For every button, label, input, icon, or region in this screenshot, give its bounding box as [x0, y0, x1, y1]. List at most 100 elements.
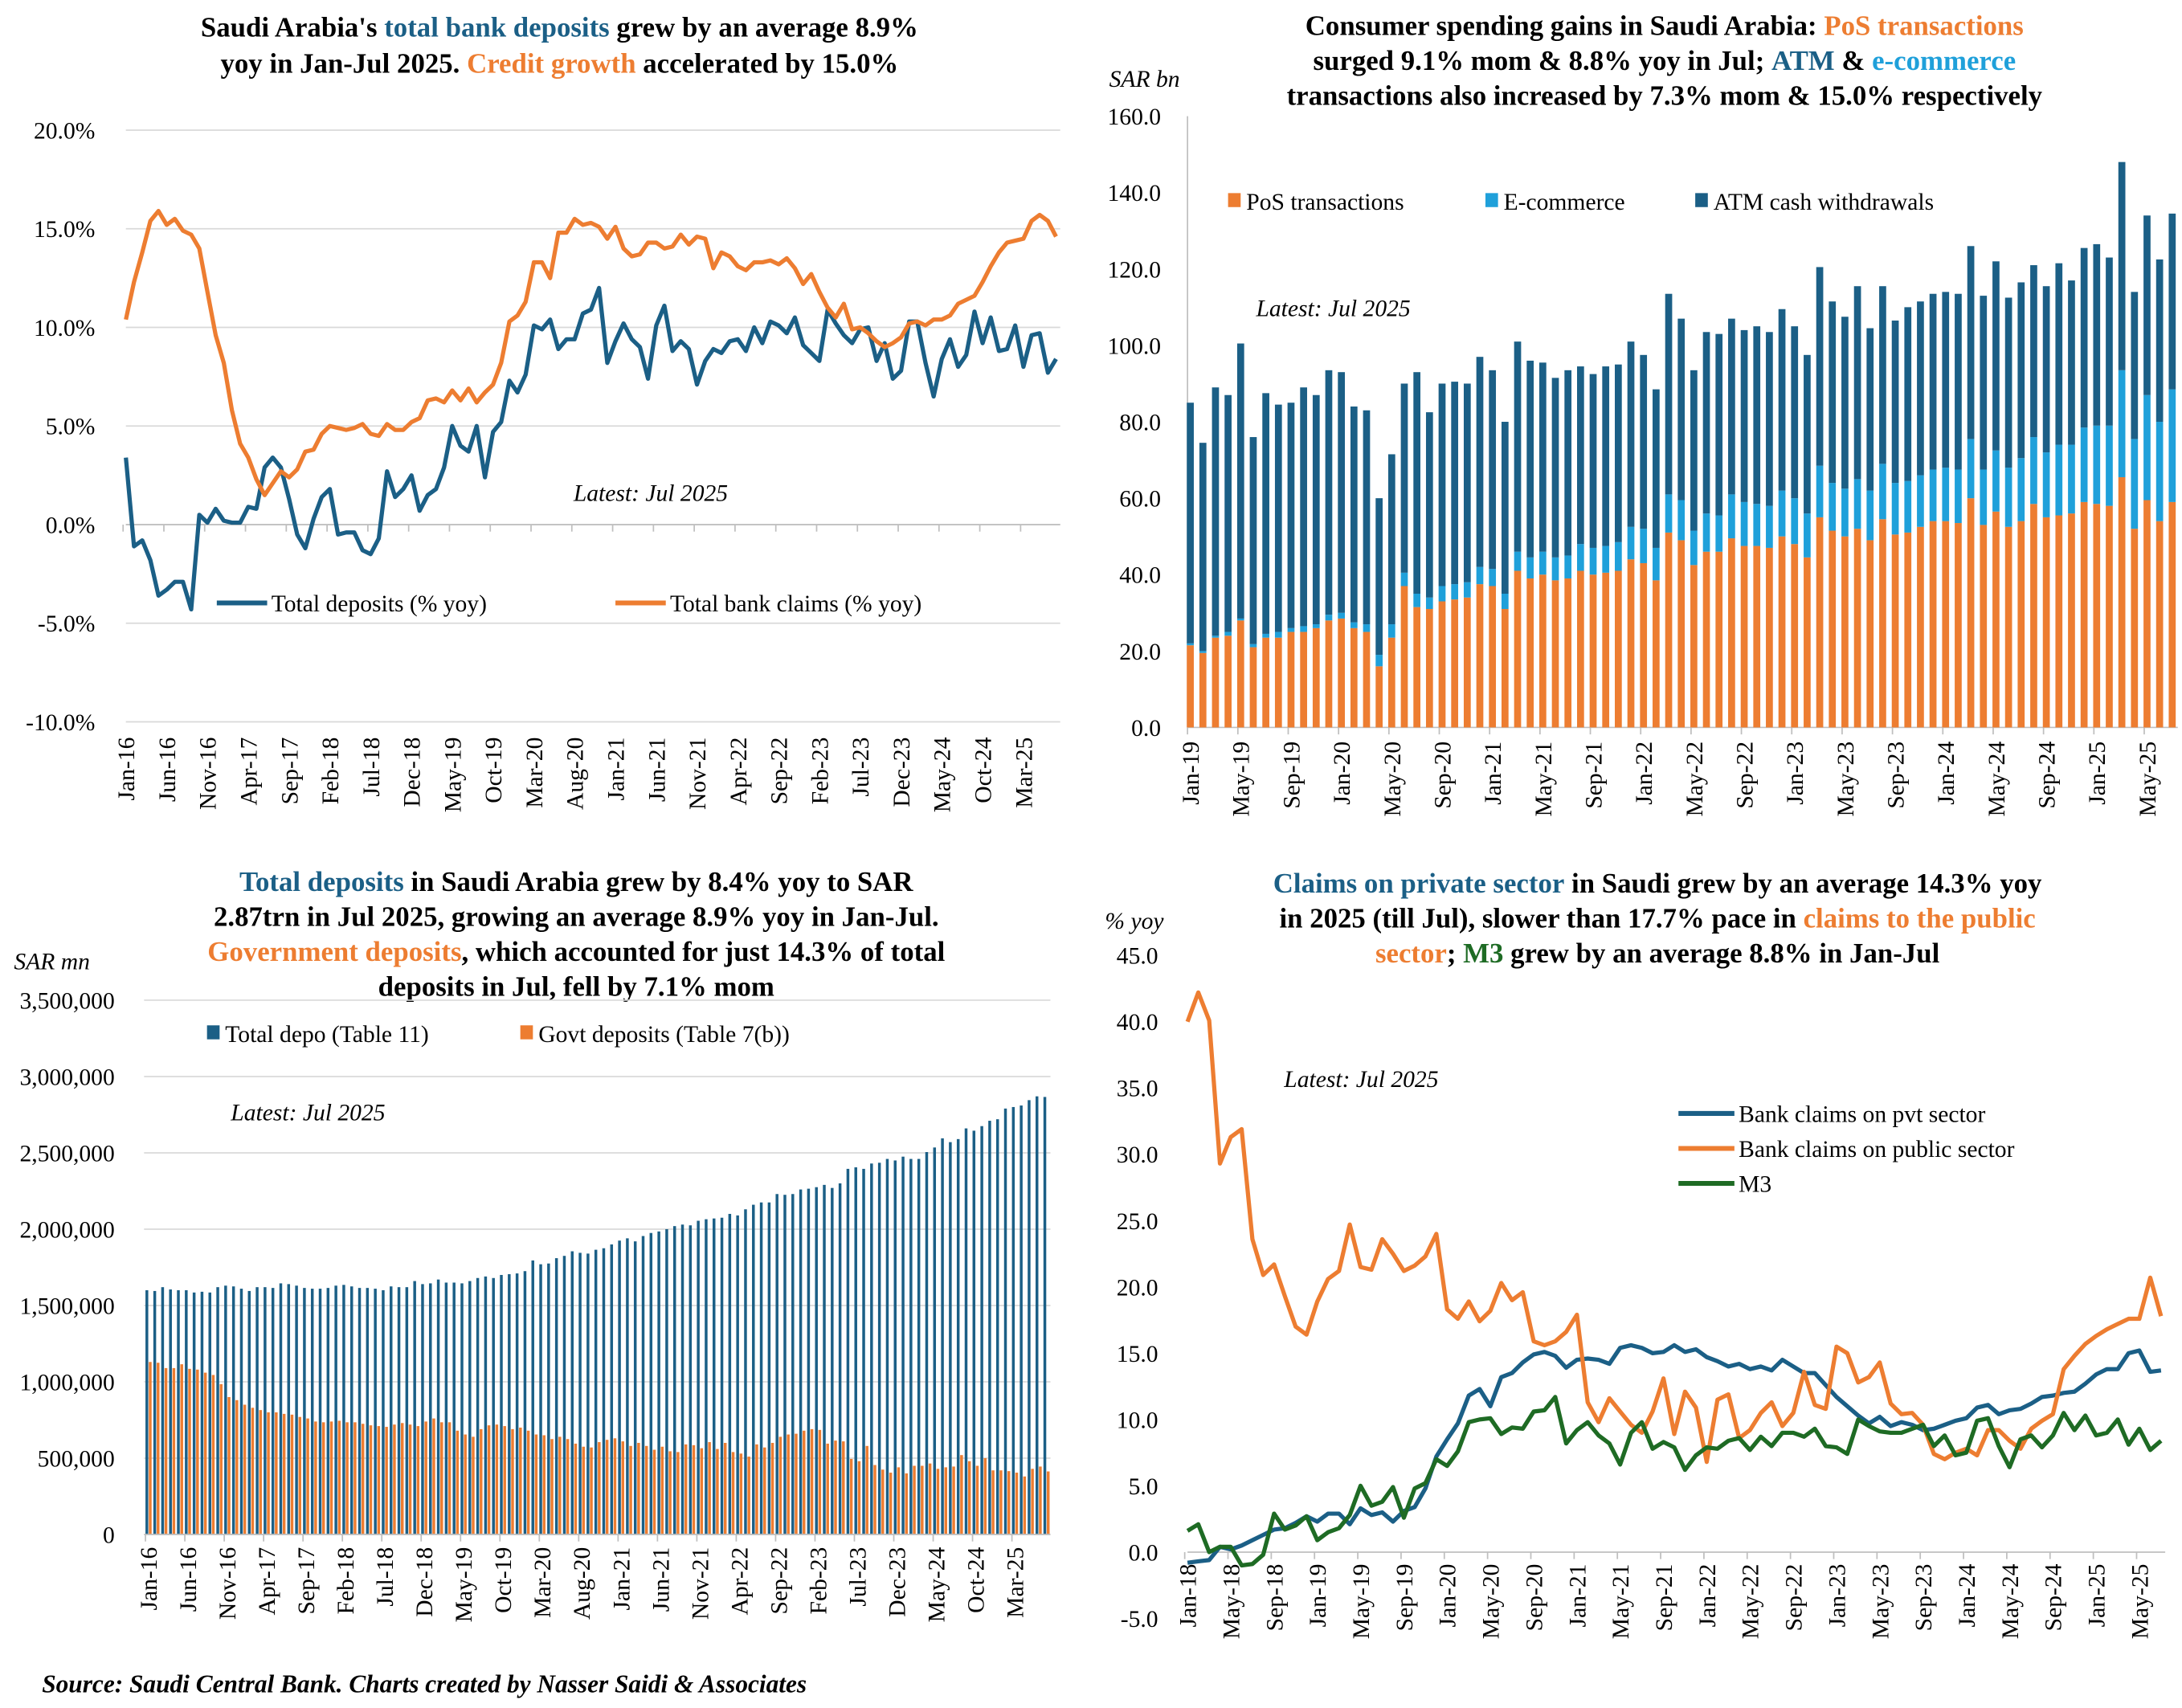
pos-transactions-bar [1262, 637, 1269, 728]
total-deposits-bar [744, 1209, 747, 1535]
govt-deposits-bar [361, 1424, 365, 1535]
total-deposits-bar [767, 1202, 771, 1535]
legend-item: Total depo (Table 11) [206, 1022, 429, 1048]
total-deposits-bar [885, 1158, 889, 1535]
govt-deposits-bar [644, 1445, 648, 1535]
chart-title-line: 2.87trn in Jul 2025, growing an average … [214, 901, 939, 933]
atm-cash-withdrawals-bar [1489, 370, 1497, 570]
total-deposits-bar [390, 1286, 393, 1535]
x-tick-label: Jan-18 [1176, 1564, 1202, 1628]
chart-deposits-vs-claims: Saudi Arabia's total bank deposits grew … [26, 11, 1060, 812]
govt-deposits-bar [235, 1399, 239, 1535]
e-commerce-bar [1992, 450, 2000, 512]
govt-deposits-bar [629, 1445, 632, 1535]
govt-deposits-bar [558, 1436, 562, 1535]
govt-deposits-bar [803, 1430, 806, 1535]
title-highlight: ATM [1771, 45, 1835, 76]
e-commerce-bar [1287, 627, 1295, 632]
y-tick-label: 15.0 [1117, 1342, 1158, 1367]
total-deposits-bar [547, 1263, 550, 1535]
x-tick-label: Sep-23 [1911, 1564, 1937, 1632]
atm-cash-withdrawals-bar [2004, 297, 2012, 468]
x-tick-label: Oct-24 [971, 737, 997, 803]
govt-deposits-bar [613, 1438, 617, 1535]
atm-cash-withdrawals-bar [1526, 360, 1534, 558]
legend-label: Bank claims on public sector [1739, 1137, 2015, 1163]
x-tick-label: Dec-18 [400, 738, 426, 807]
x-tick-label: Jun-16 [176, 1547, 202, 1612]
govt-deposits-bar [787, 1434, 790, 1535]
pos-transactions-bar [1187, 645, 1194, 728]
pos-transactions-bar [1199, 652, 1207, 728]
total-deposits-bar [413, 1281, 416, 1535]
chart-total-vs-govt-deposits: Total deposits in Saudi Arabia grew by 8… [14, 866, 1051, 1622]
total-deposits-bar [200, 1291, 204, 1535]
govt-deposits-bar [747, 1457, 750, 1535]
total-deposits-bar [295, 1285, 298, 1535]
y-tick-label: 0.0% [46, 513, 96, 538]
y-tick-label: 60.0 [1119, 487, 1161, 513]
title-text: 2.87trn in Jul 2025, growing an average … [214, 901, 939, 933]
atm-cash-withdrawals-bar [1992, 261, 2000, 451]
x-tick-label: Apr-22 [727, 1547, 753, 1616]
e-commerce-bar [1804, 513, 1811, 558]
e-commerce-bar [1967, 439, 1975, 499]
govt-deposits-bar [306, 1418, 309, 1535]
pos-transactions-bar [1929, 521, 1937, 728]
total-deposits-bar [791, 1194, 795, 1535]
y-tick-label: 0 [103, 1522, 115, 1548]
total-deposits-bar [539, 1264, 542, 1535]
total-deposits-bar [349, 1286, 353, 1535]
total-deposits-bar [641, 1236, 645, 1535]
govt-deposits-bar [377, 1426, 381, 1535]
pos-transactions-bar [2118, 476, 2126, 728]
pos-transactions-bar [1249, 647, 1257, 728]
pos-transactions-bar [2042, 517, 2050, 728]
x-tick-label: Feb-23 [806, 1547, 832, 1615]
total-deposits-bar [310, 1289, 314, 1535]
total-deposits-bar [444, 1282, 448, 1535]
legend-box-swatch [1228, 193, 1241, 207]
x-tick-label: Nov-21 [685, 738, 711, 810]
govt-deposits-bar [763, 1447, 766, 1535]
govt-deposits-bar [188, 1368, 191, 1535]
x-tick-label: Jun-21 [648, 1547, 674, 1612]
atm-cash-withdrawals-bar [1640, 354, 1648, 529]
total-deposits-bar [980, 1126, 983, 1535]
x-tick-label: Dec-18 [412, 1547, 438, 1617]
total-deposits-bar [831, 1187, 834, 1535]
atm-cash-withdrawals-bar [1942, 292, 1950, 468]
e-commerce-bar [1841, 488, 1849, 537]
x-tick-label: Sep-19 [1392, 1564, 1418, 1632]
total-deposits-bar [783, 1195, 787, 1535]
x-tick-label: Jun-16 [155, 738, 181, 803]
title-highlight: Credit growth [467, 48, 635, 80]
x-tick-label: Apr-17 [255, 1547, 280, 1616]
pos-transactions-bar [1538, 574, 1547, 728]
total-deposits-bar [342, 1285, 345, 1535]
e-commerce-bar [1816, 465, 1824, 517]
total-deposits-bar [949, 1142, 952, 1535]
e-commerce-bar [1338, 612, 1345, 619]
chart-title-line: deposits in Jul, fell by 7.1% mom [378, 971, 774, 1003]
y-tick-label: 2,500,000 [19, 1141, 114, 1167]
pos-transactions-bar [1766, 547, 1773, 728]
x-tick-label: Jan-20 [1436, 1564, 1461, 1628]
govt-deposits-bar [251, 1408, 255, 1535]
pos-transactions-bar [2093, 504, 2101, 728]
pos-transactions-bar [1400, 586, 1408, 728]
x-tick-label: Oct-19 [481, 738, 507, 803]
chart-title-line: transactions also increased by 7.3% mom … [1287, 80, 2043, 112]
govt-deposits-bar [542, 1435, 546, 1535]
pos-transactions-bar [1551, 580, 1559, 728]
bank-claims-on-public-sector-line [1185, 990, 2164, 1465]
atm-cash-withdrawals-bar [1463, 383, 1471, 582]
pos-transactions-bar [1413, 607, 1421, 728]
govt-deposits-bar [905, 1473, 908, 1535]
x-tick-label: Feb-18 [318, 738, 344, 805]
atm-cash-withdrawals-bar [1690, 370, 1698, 531]
govt-deposits-bar [739, 1453, 743, 1535]
e-commerce-bar [2155, 422, 2164, 521]
x-tick-label: Sep-17 [294, 1547, 320, 1615]
atm-cash-withdrawals-bar [1891, 321, 1899, 484]
